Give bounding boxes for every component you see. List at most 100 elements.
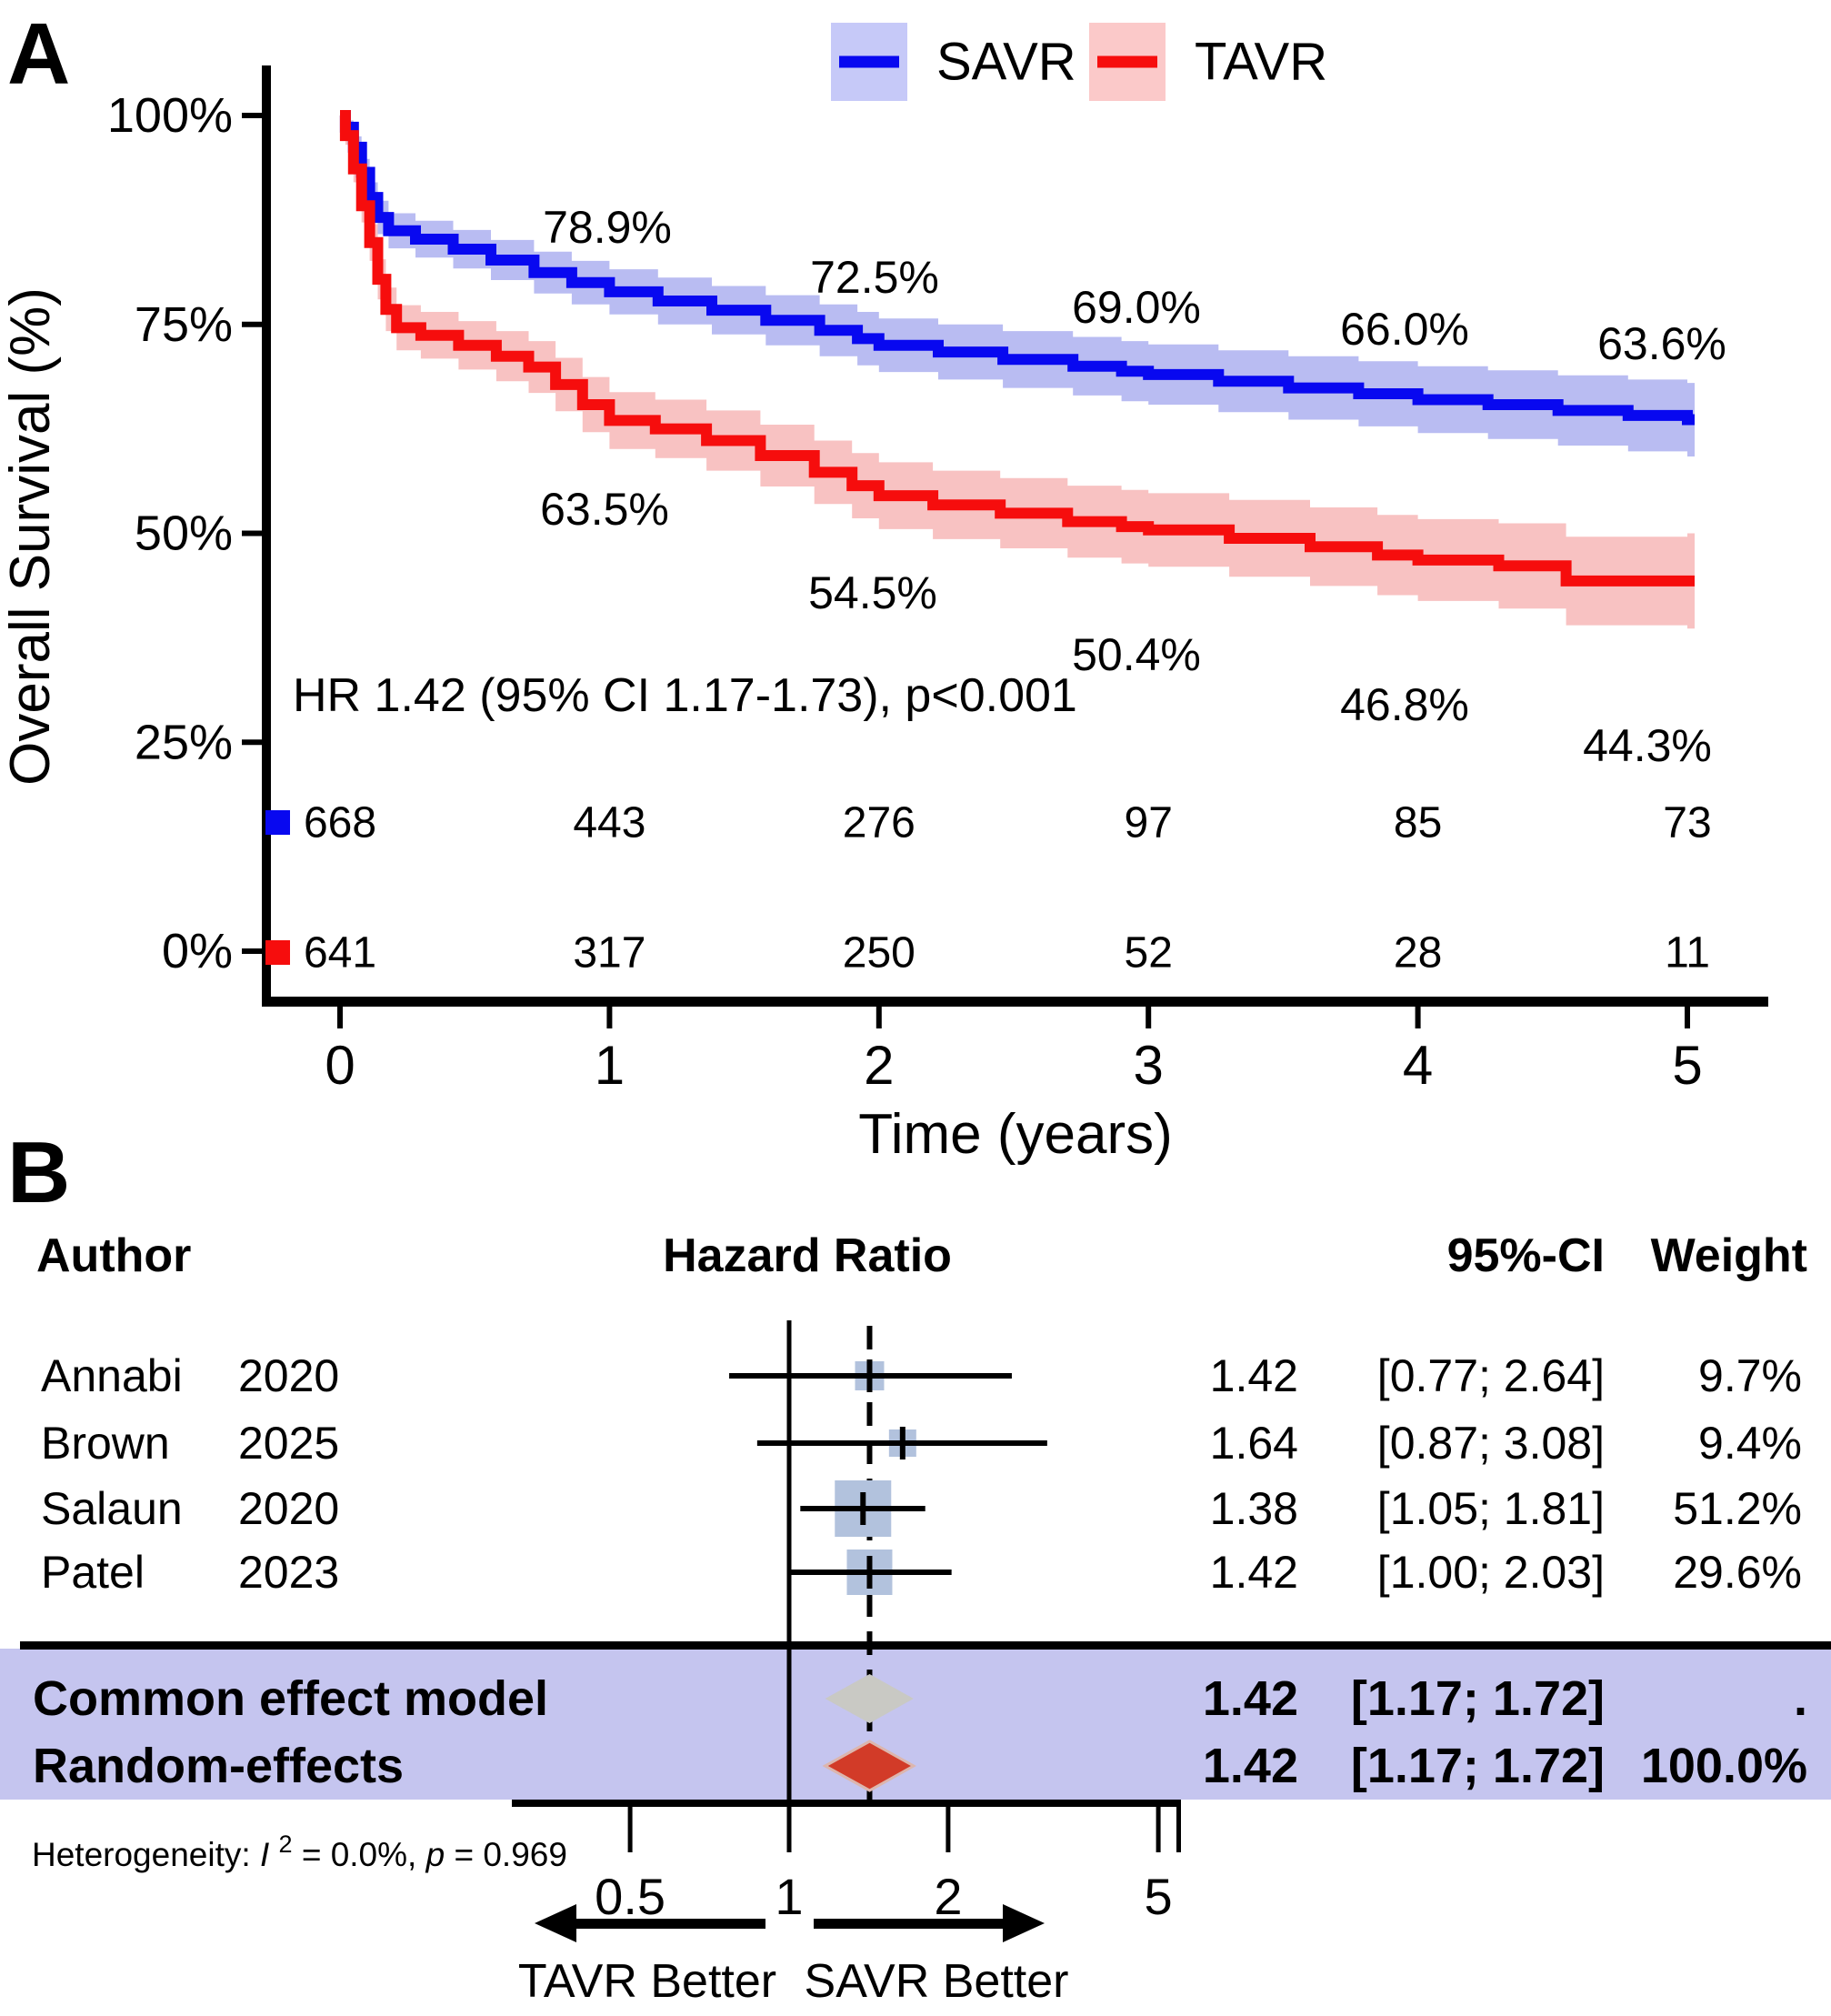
forest-axis: 0.5 1 2 5 xyxy=(512,1800,1181,1925)
study-author: Annabi xyxy=(41,1350,183,1401)
y-tick-label: 100% xyxy=(107,88,233,143)
savr-at-risk-count-year-5: 73 xyxy=(1663,799,1711,848)
tavr-survival-curve xyxy=(339,110,1695,587)
forest-axis-tick xyxy=(946,1807,951,1852)
study-hr-value: 1.42 xyxy=(1210,1547,1298,1598)
study-weight-value: 29.6% xyxy=(1673,1547,1802,1598)
savr-survival-curve xyxy=(339,110,1695,426)
savr-survival-label-year-3: 69.0% xyxy=(1072,282,1201,333)
x-tick-label: 2 xyxy=(864,1035,894,1096)
tavr-at-risk-count-year-3: 52 xyxy=(1125,929,1173,978)
forest-axis-line xyxy=(512,1800,1181,1807)
x-tick-label: 3 xyxy=(1134,1035,1164,1096)
tavr-at-risk-count-year-0: 641 xyxy=(304,929,376,978)
y-tick-label: 25% xyxy=(135,715,233,769)
study-ci-value: [1.05; 1.81] xyxy=(1377,1483,1605,1534)
savr-at-risk-count-year-1: 443 xyxy=(573,799,645,848)
study-ci-value: [1.00; 2.03] xyxy=(1377,1547,1605,1598)
tavr-survival-label-year-3: 50.4% xyxy=(1072,629,1201,680)
y-axis-ticks: 100% 75% 50% 25% 0% xyxy=(107,88,265,978)
forest-axis-tick xyxy=(1156,1807,1161,1852)
forest-axis-tick-label: 5 xyxy=(1145,1868,1173,1925)
study-author: Brown xyxy=(41,1418,170,1469)
savr-at-risk-count-year-2: 276 xyxy=(843,799,916,848)
savr-legend-label: SAVR xyxy=(936,33,1076,92)
study-point-estimate-tick xyxy=(866,1359,873,1392)
i-squared-symbol: I xyxy=(260,1836,269,1873)
savr-confidence-band xyxy=(340,115,1695,456)
study-weight-value: 9.4% xyxy=(1698,1418,1802,1469)
x-axis-title: Time (years) xyxy=(858,1103,1173,1166)
km-survival-curves xyxy=(339,110,1695,587)
forest-header-hazard-ratio: Hazard Ratio xyxy=(663,1229,952,1282)
savr-survival-label-year-5: 63.6% xyxy=(1597,318,1726,369)
km-legend: SAVR TAVR xyxy=(831,23,1327,101)
heterogeneity-note: Heterogeneity: I 2 = 0.0%, p = 0.969 xyxy=(32,1822,567,1873)
summary-model-label: Random-effects xyxy=(33,1739,404,1793)
tavr-confidence-band xyxy=(340,115,1695,629)
tavr-legend-label: TAVR xyxy=(1195,33,1327,92)
study-point-estimate-tick xyxy=(866,1556,873,1589)
left-arrow-head-icon xyxy=(535,1904,576,1942)
heterogeneity-i2-value: = 0.0%, xyxy=(302,1836,426,1873)
i-squared-superscript: 2 xyxy=(279,1830,293,1858)
x-tick-label: 5 xyxy=(1672,1035,1702,1096)
summary-ci-value: [1.17; 1.72] xyxy=(1351,1671,1605,1726)
forest-header-weight: Weight xyxy=(1651,1229,1807,1282)
study-hr-value: 1.64 xyxy=(1210,1418,1298,1469)
tavr-survival-label-year-1: 63.5% xyxy=(540,484,669,535)
x-tick-label: 4 xyxy=(1403,1035,1433,1096)
summary-separator-line xyxy=(20,1641,1831,1650)
tavr-at-risk-count-year-2: 250 xyxy=(843,929,916,978)
forest-header-ci: 95%-CI xyxy=(1447,1229,1605,1282)
study-year: 2020 xyxy=(238,1483,339,1534)
forest-axis-tick xyxy=(627,1807,633,1852)
panel-b-label: B xyxy=(7,1124,70,1221)
x-tick-label: 1 xyxy=(595,1035,625,1096)
savr-survival-label-year-4: 66.0% xyxy=(1340,304,1469,355)
forest-study-row: Patel 2023 1.42 [1.00; 2.03] 29.6% xyxy=(41,1547,1802,1598)
forest-summary-row: Random-effects 1.42 [1.17; 1.72] 100.0% xyxy=(33,1739,1807,1793)
y-axis-line xyxy=(262,65,271,1005)
summary-band-rect xyxy=(0,1649,1831,1800)
savr-at-risk-count-year-0: 668 xyxy=(304,799,376,848)
forest-study-row: Salaun 2020 1.38 [1.05; 1.81] 51.2% xyxy=(41,1480,1802,1537)
forest-axis-tick xyxy=(786,1807,792,1852)
study-author: Patel xyxy=(41,1547,145,1598)
tavr-better-label: TAVR Better xyxy=(518,1955,776,2008)
panel-a-label: A xyxy=(7,5,70,103)
study-author: Salaun xyxy=(41,1483,183,1534)
summary-ci-value: [1.17; 1.72] xyxy=(1351,1739,1605,1793)
study-point-estimate-tick xyxy=(899,1427,905,1459)
number-at-risk-table: 668 443 276 97 85 73 641 317 250 52 28 11 xyxy=(265,799,1712,978)
summary-diamond-icon xyxy=(825,1674,914,1723)
survival-percentage-labels: 78.9% 72.5% 69.0% 66.0% 63.6% 63.5% 54.5% 50.4%… xyxy=(540,202,1726,771)
savr-at-risk-swatch xyxy=(265,810,290,835)
summary-diamond-icon xyxy=(822,1740,916,1792)
summary-model-label: Common effect model xyxy=(33,1671,548,1726)
study-year: 2020 xyxy=(238,1350,339,1401)
p-symbol: p xyxy=(425,1836,445,1873)
savr-survival-label-year-2: 72.5% xyxy=(810,252,939,303)
y-tick-label: 75% xyxy=(135,297,233,352)
forest-summary-rows: Common effect model 1.42 [1.17; 1.72] . Rand… xyxy=(33,1671,1807,1793)
study-year: 2023 xyxy=(238,1547,339,1598)
study-hr-value: 1.42 xyxy=(1210,1350,1298,1401)
tavr-at-risk-count-year-4: 28 xyxy=(1394,929,1442,978)
summary-hr-value: 1.42 xyxy=(1203,1739,1298,1793)
tavr-at-risk-count-year-5: 11 xyxy=(1665,929,1710,978)
hazard-ratio-annotation: HR 1.42 (95% CI 1.17-1.73), p<0.001 xyxy=(293,669,1077,722)
tavr-at-risk-count-year-1: 317 xyxy=(573,929,645,978)
forest-header-author: Author xyxy=(36,1229,191,1282)
savr-survival-label-year-1: 78.9% xyxy=(543,202,672,253)
summary-hr-value: 1.42 xyxy=(1203,1671,1298,1726)
savr-at-risk-count-year-3: 97 xyxy=(1125,799,1173,848)
study-ci-value: [0.77; 2.64] xyxy=(1377,1350,1605,1401)
study-weight-value: 9.7% xyxy=(1698,1350,1802,1401)
forest-study-row: Brown 2025 1.64 [0.87; 3.08] 9.4% xyxy=(41,1418,1802,1469)
forest-axis-tick-label: 1 xyxy=(775,1868,803,1925)
forest-axis-tick-label: 0.5 xyxy=(595,1868,665,1925)
left-arrow-shaft xyxy=(565,1919,765,1929)
x-axis-ticks: 0 1 2 3 4 5 xyxy=(325,1007,1703,1096)
